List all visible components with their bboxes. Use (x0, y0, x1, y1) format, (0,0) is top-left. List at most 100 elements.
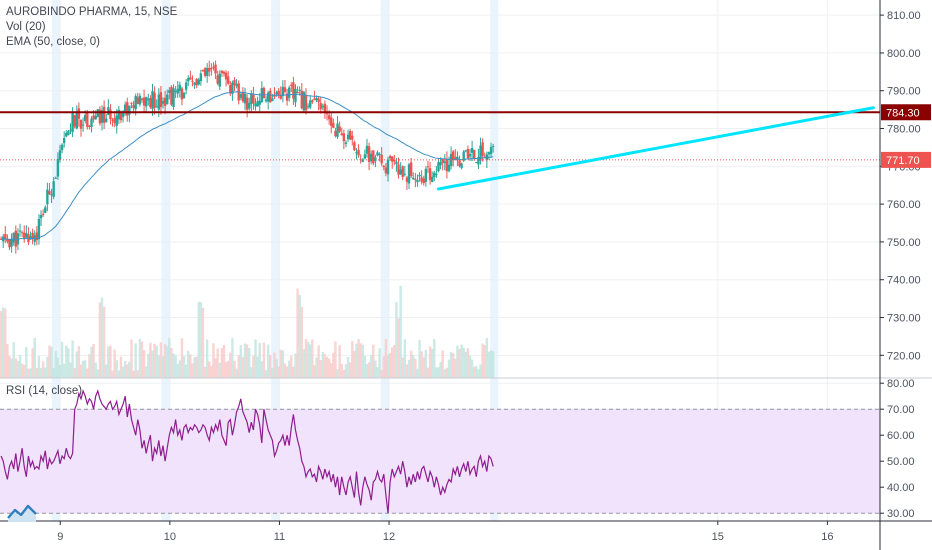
candle-body (468, 153, 472, 157)
candle-body (414, 179, 417, 181)
volume-bar (41, 361, 45, 378)
volume-bar (380, 370, 383, 378)
candle-body (157, 94, 161, 110)
time-tick-label: 10 (164, 531, 176, 543)
candle-body (126, 102, 129, 116)
volume-bar (50, 346, 53, 378)
candle-body (355, 152, 358, 154)
volume-bar (464, 351, 468, 378)
session-break-marks (51, 0, 499, 521)
volume-bar (399, 285, 402, 378)
candle-body (464, 150, 468, 152)
candle-body (369, 153, 373, 162)
candle-body (250, 93, 253, 104)
volume-bar (14, 358, 18, 378)
time-axis[interactable]: 9 10 11 12 15 16 (57, 521, 834, 543)
candle-body (300, 90, 303, 109)
volume-bar (60, 341, 64, 378)
candle-body (281, 86, 285, 97)
candle-body (378, 154, 381, 156)
volume-bar (69, 362, 72, 378)
volume-bar (447, 359, 451, 378)
candle-body (266, 92, 270, 102)
candle-body (109, 109, 112, 120)
candle-body (184, 82, 188, 90)
volume-bar (6, 343, 9, 378)
candle-body (203, 68, 207, 77)
candle-body (264, 99, 268, 102)
candle-body (105, 118, 108, 123)
volume-bar (273, 352, 276, 378)
volume-bar (250, 367, 253, 378)
candle-body (285, 93, 289, 101)
candle-body (422, 178, 425, 184)
candle-body (100, 110, 104, 123)
candle-body (445, 158, 449, 172)
volume-bar (382, 356, 386, 378)
volume-bar (84, 360, 87, 378)
tradingview-logo-icon[interactable] (7, 500, 37, 524)
time-tick-label: 9 (57, 531, 63, 543)
rsi-legend-label[interactable]: RSI (14, close) (6, 385, 83, 397)
candle-body (441, 158, 444, 164)
volume-bar (365, 364, 369, 378)
symbol-title[interactable]: AUROBINDO PHARMA, 15, NSE (6, 6, 178, 18)
candle-body (229, 85, 232, 94)
volume-bar (37, 355, 41, 378)
candle-body (245, 97, 249, 110)
price-tick-label: 790.00 (887, 86, 921, 98)
candle-body (325, 113, 329, 115)
candle-body (283, 87, 287, 92)
volume-bar (155, 345, 158, 378)
candle-body (197, 79, 200, 85)
volume-bar (351, 341, 354, 378)
volume-bar (283, 363, 287, 378)
volume-bar (403, 339, 407, 378)
candle-body (491, 146, 495, 148)
volume-bar (10, 358, 13, 378)
candle-body (260, 88, 264, 103)
volume-bar (397, 318, 400, 378)
volume-bar (256, 356, 259, 378)
volume-bar (52, 367, 55, 378)
volume-bar (176, 363, 179, 378)
trendline[interactable] (436, 106, 875, 191)
volume-bar (401, 357, 404, 378)
candle-body (117, 109, 121, 120)
candle-body (113, 118, 116, 124)
candle-body (153, 92, 156, 108)
candle-body (90, 118, 93, 128)
volume-bar (458, 348, 461, 378)
candle-body (248, 102, 251, 109)
candle-body (487, 152, 491, 155)
candle-body (226, 76, 230, 84)
candle-body (208, 67, 211, 72)
candle-body (86, 111, 89, 127)
price-candles[interactable] (0, 60, 495, 254)
volume-bar (23, 364, 26, 378)
rsi-axis[interactable]: 30.00 40.00 50.00 60.00 70.00 80.00 (880, 378, 915, 520)
candle-body (380, 154, 383, 164)
volume-bar (102, 306, 106, 378)
volume-bar (16, 360, 20, 378)
candle-body (166, 94, 169, 104)
volume-legend[interactable]: Vol (20) (6, 21, 46, 33)
volume-bar (92, 343, 95, 378)
price-axis[interactable]: 720.00730.00740.00750.00760.00770.00780.… (880, 10, 921, 362)
candle-body (193, 82, 196, 85)
volume-bar (298, 295, 301, 378)
volume-bar (294, 353, 297, 378)
volume-bar (67, 348, 70, 378)
time-tick-label: 12 (383, 531, 395, 543)
volume-bar (184, 364, 188, 378)
volume-bar (214, 358, 217, 378)
candle-body (292, 82, 295, 99)
volume-bar (405, 364, 409, 378)
candle-body (134, 95, 137, 110)
volume-bar (269, 355, 272, 378)
candle-body (321, 105, 325, 108)
candle-body (98, 109, 102, 124)
time-tick-label: 16 (821, 531, 833, 543)
ema-legend[interactable]: EMA (50, close, 0) (6, 36, 100, 48)
